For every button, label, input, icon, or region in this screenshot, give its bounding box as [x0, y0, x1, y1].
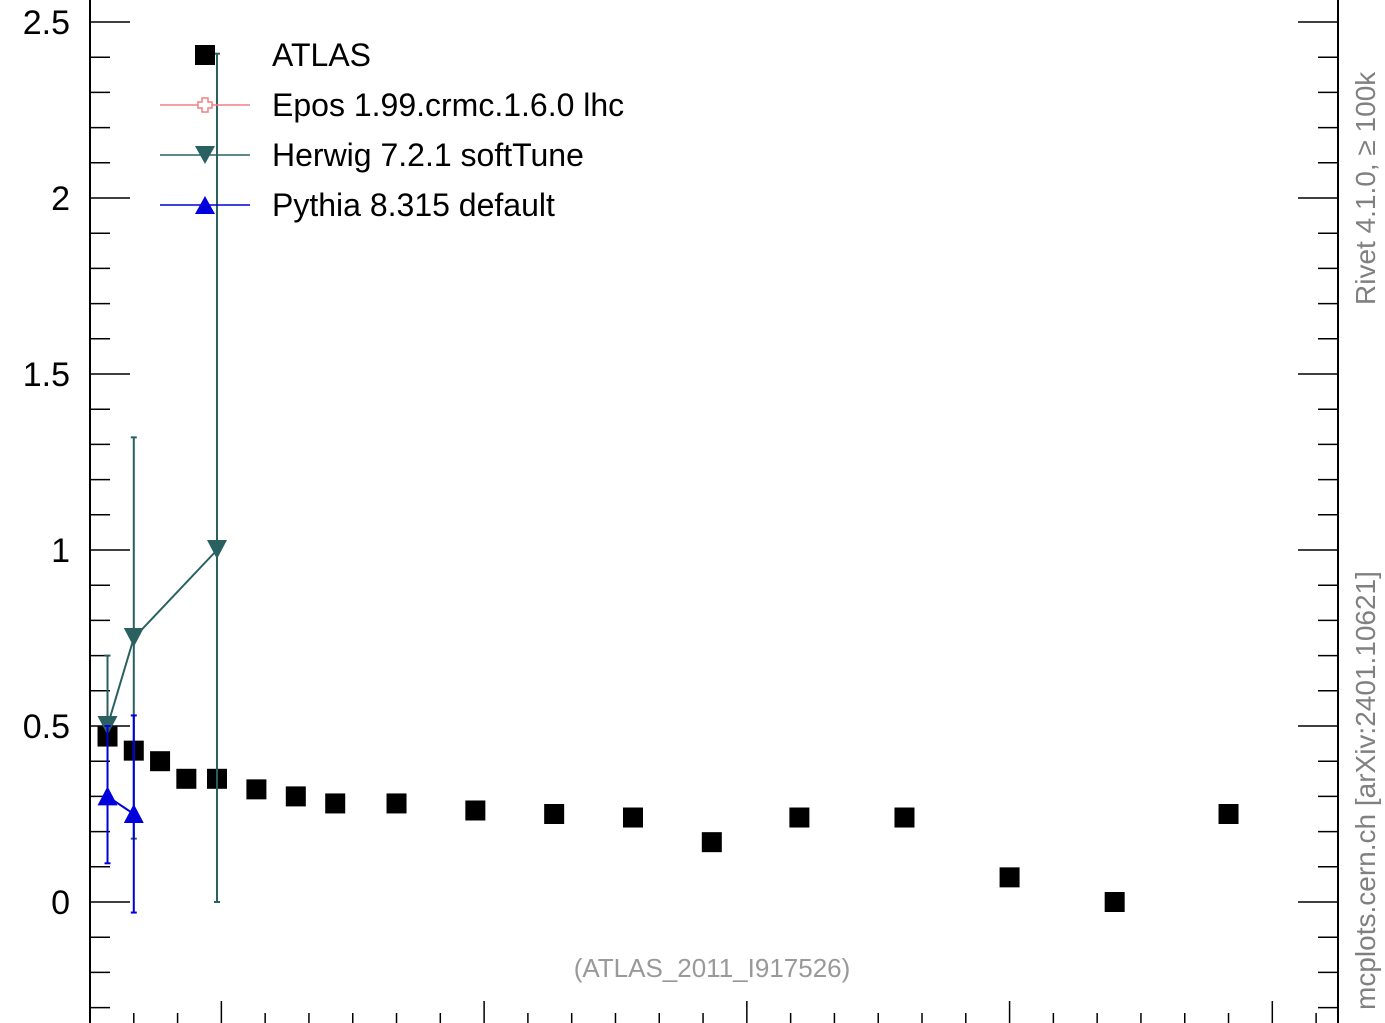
legend-marker: [195, 196, 215, 214]
y-tick-label: 1: [51, 532, 70, 570]
series-atlas: [97, 726, 1239, 912]
y-tick-label: 2: [51, 180, 70, 218]
data-point: [465, 800, 486, 821]
legend-marker: [195, 146, 215, 164]
legend-marker: [195, 45, 215, 65]
data-point: [123, 628, 144, 647]
data-point: [789, 807, 810, 828]
side-label: mcplots.cern.ch [arXiv:2401.10621]: [1350, 571, 1381, 1010]
legend-label: ATLAS: [272, 37, 371, 73]
data-point: [1218, 804, 1239, 824]
data-point: [1104, 892, 1125, 912]
legend: ATLAS Epos 1.99.crmc.1.6.0 lhc Herwig 7.2.…: [160, 37, 624, 223]
data-point: [97, 786, 118, 806]
analysis-label: (ATLAS_2011_I917526): [574, 953, 851, 983]
data-point: [176, 768, 197, 789]
y-tick-label: 0: [51, 884, 70, 922]
data-point: [325, 793, 346, 814]
legend-label: Pythia 8.315 default: [272, 187, 555, 223]
data-point: [150, 751, 171, 772]
data-point: [544, 804, 565, 824]
data-series: [97, 52, 1239, 914]
series-pythia-8-315-default: [97, 714, 144, 914]
data-point: [701, 832, 722, 853]
data-point: [123, 804, 144, 823]
data-point: [999, 867, 1020, 888]
plot-frame: [89, 0, 1339, 1023]
x-axis: [89, 1001, 1317, 1023]
y-tick-label: 1.5: [23, 356, 70, 394]
legend-label: Herwig 7.2.1 softTune: [272, 137, 584, 173]
data-point: [894, 807, 915, 828]
series-line: [106, 549, 218, 727]
y-tick-label: 0.5: [23, 708, 70, 746]
legend-label: Epos 1.99.crmc.1.6.0 lhc: [272, 87, 624, 123]
side-label-top: Rivet 4.1.0, ≥ 100k: [1350, 71, 1381, 305]
data-point: [386, 793, 407, 814]
data-point: [622, 807, 643, 828]
y-tick-label: 2.5: [23, 4, 70, 42]
data-point: [246, 779, 267, 800]
data-point: [285, 786, 306, 807]
series-herwig-7-2-1-softtune: [97, 52, 227, 903]
data-point: [206, 540, 227, 559]
legend-marker: [197, 97, 213, 113]
